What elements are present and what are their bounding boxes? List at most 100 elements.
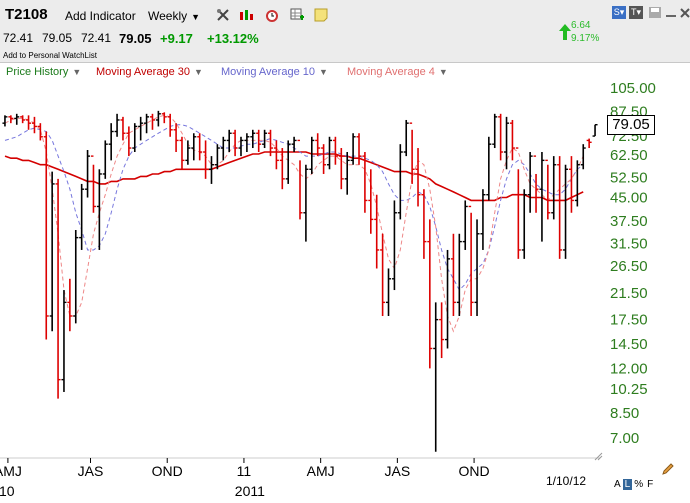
ohlc-bar xyxy=(67,278,73,332)
table-plus-icon[interactable] xyxy=(290,8,304,22)
y-tick-label: 8.50 xyxy=(610,405,639,422)
chevron-down-icon: ▼ xyxy=(72,67,82,77)
ohlc-bar xyxy=(515,147,521,259)
ohlc-bar xyxy=(238,136,244,157)
mode-a[interactable]: A xyxy=(614,479,621,490)
ohlc-bar xyxy=(120,116,126,141)
ohlc-bar xyxy=(356,133,362,165)
low-value: 72.41 xyxy=(81,31,112,45)
add-indicator-menu[interactable]: Add Indicator xyxy=(65,9,136,23)
ohlc-bar xyxy=(90,155,96,213)
mode-l[interactable]: L xyxy=(622,479,633,490)
ohlc-bar xyxy=(521,189,527,259)
s-menu-button[interactable]: S▾ xyxy=(612,6,626,19)
legend-ma30-label: Moving Average 30 xyxy=(96,66,190,78)
ohlc-bar xyxy=(161,112,167,124)
x-tick-label: AMJ xyxy=(307,463,335,479)
add-indicator-label: Add Indicator xyxy=(65,9,136,23)
ohlc-bar xyxy=(49,171,55,332)
mode-pct[interactable]: % xyxy=(634,479,644,490)
chevron-down-icon: ▼ xyxy=(193,67,203,77)
chevron-down-icon: ▼ xyxy=(438,67,448,77)
alarm-clock-icon[interactable] xyxy=(265,8,279,22)
mode-f[interactable]: F xyxy=(647,479,654,490)
ohlc-bar xyxy=(102,140,108,179)
ohlc-bar xyxy=(279,148,285,190)
ohlc-bar xyxy=(480,189,486,250)
ohlc-bar xyxy=(191,133,197,161)
ohlc-bar xyxy=(498,113,504,161)
ohlc-bar xyxy=(350,133,356,165)
ohlc-bar xyxy=(592,124,598,137)
ohlc-bar xyxy=(20,115,26,124)
legend-ma10[interactable]: Moving Average 10 ▼ xyxy=(221,66,328,78)
last-value: 79.05 xyxy=(119,31,152,46)
ohlc-bar xyxy=(197,133,203,161)
symbol-label[interactable]: T2108 xyxy=(5,6,48,23)
mini-change-pct: 9.17% xyxy=(571,33,600,44)
ohlc-bar xyxy=(427,219,433,369)
ohlc-bar xyxy=(43,131,49,340)
candlestick-icon[interactable] xyxy=(239,8,253,22)
ohlc-bar xyxy=(509,119,515,161)
save-icon[interactable] xyxy=(648,6,662,19)
ohlc-bar xyxy=(285,140,291,184)
ohlc-bar xyxy=(250,129,256,149)
ohlc-bar xyxy=(214,144,220,170)
ohlc-bar xyxy=(14,113,20,125)
ohlc-bar xyxy=(332,136,338,165)
ohlc-bar xyxy=(132,123,138,153)
up-arrow-icon xyxy=(559,24,571,40)
legend-ma4[interactable]: Moving Average 4 ▼ xyxy=(347,66,448,78)
ohlc-bar xyxy=(468,205,474,316)
year-label: 10 xyxy=(0,483,15,499)
t-menu-button[interactable]: T▾ xyxy=(629,6,643,19)
y-tick-label: 105.00 xyxy=(610,80,656,97)
ohlc-bar xyxy=(2,115,8,127)
ohlc-bar xyxy=(539,152,545,242)
ohlc-bar xyxy=(96,169,102,250)
x-tick-label: JAS xyxy=(385,463,411,479)
y-tick-label: 21.50 xyxy=(610,285,648,302)
ohlc-bar xyxy=(415,148,421,207)
ohlc-bar xyxy=(149,113,155,130)
y-tick-label: 17.50 xyxy=(610,312,648,329)
ohlc-bar xyxy=(391,200,397,291)
legend-price-history[interactable]: Price History ▼ xyxy=(6,66,81,78)
y-tick-label: 45.00 xyxy=(610,190,648,207)
ohlc-bar xyxy=(409,122,415,184)
x-tick-label: 11 xyxy=(237,463,252,479)
quote-bar: 72.41 79.05 72.41 79.05 +9.17 +13.12% Ad… xyxy=(0,30,690,63)
legend-ma30[interactable]: Moving Average 30 ▼ xyxy=(96,66,203,78)
last-price-box: 79.05 xyxy=(607,115,655,135)
scale-mode-toggle[interactable]: A L% F xyxy=(612,479,655,490)
ohlc-bar xyxy=(267,129,273,157)
x-tick-label: AMJ xyxy=(0,463,22,479)
toolbar: T2108 Add Indicator Weekly ▼ S▾ T▾ xyxy=(0,0,690,30)
ohlc-bar xyxy=(179,136,185,170)
note-icon[interactable] xyxy=(314,8,328,22)
ohlc-bar xyxy=(380,233,386,316)
y-tick-label: 37.50 xyxy=(610,213,648,230)
ohlc-bar xyxy=(527,152,533,213)
ohlc-bar xyxy=(232,129,238,157)
ohlc-bar xyxy=(8,115,14,124)
draw-tools-icon[interactable] xyxy=(216,8,230,22)
high-value: 79.05 xyxy=(42,31,73,45)
ohlc-bar xyxy=(421,189,427,259)
pencil-icon[interactable] xyxy=(661,462,675,476)
add-watchlist-link[interactable]: Add to Personal WatchList xyxy=(3,51,97,60)
year-label: 2011 xyxy=(235,483,265,499)
ohlc-bar xyxy=(291,136,297,153)
ohlc-bar xyxy=(338,148,344,190)
ohlc-bar xyxy=(403,119,409,157)
close-icon[interactable] xyxy=(678,6,690,19)
change-value: +9.17 xyxy=(160,31,193,46)
resize-grip-icon[interactable] xyxy=(593,451,603,461)
ohlc-bar xyxy=(315,133,321,157)
mini-change-value: 6.64 xyxy=(571,20,591,31)
period-dropdown[interactable]: Weekly ▼ xyxy=(148,9,200,23)
minimize-icon[interactable] xyxy=(664,6,678,19)
legend-bar: Price History ▼ Moving Average 30 ▼ Moving… xyxy=(0,63,690,81)
